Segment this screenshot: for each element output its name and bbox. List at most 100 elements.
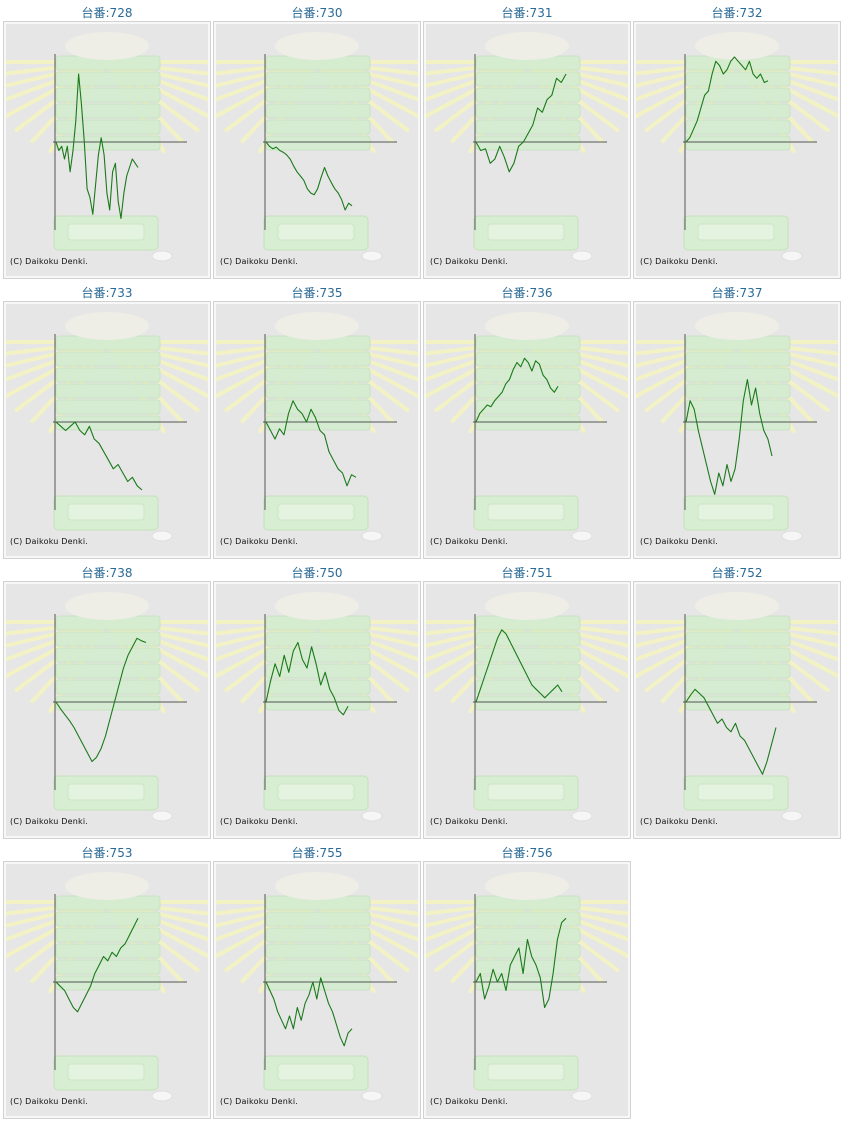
copyright-text: (C) Daikoku Denki. xyxy=(10,817,89,826)
series-line xyxy=(475,357,559,423)
series-line xyxy=(55,73,139,220)
chart-title: 台番:755 xyxy=(291,846,343,860)
copyright-text: (C) Daikoku Denki. xyxy=(430,257,509,266)
series-line xyxy=(475,73,567,173)
tray-stack-decoration xyxy=(53,32,173,262)
tray-stack-decoration xyxy=(53,592,173,822)
line-chart xyxy=(636,32,838,262)
line-chart xyxy=(6,872,208,1102)
copyright-text: (C) Daikoku Denki. xyxy=(640,537,719,546)
copyright-text: (C) Daikoku Denki. xyxy=(220,537,299,546)
copyright-text: (C) Daikoku Denki. xyxy=(430,537,509,546)
tray-stack-decoration xyxy=(53,312,173,542)
chart-cell: 台番:736 (C) Daikoku Denki. xyxy=(423,282,631,559)
chart-title: 台番:752 xyxy=(711,566,763,580)
series-line xyxy=(265,641,349,716)
chart-cell: 台番:750 (C) Daikoku Denki. xyxy=(213,562,421,839)
chart-title: 台番:731 xyxy=(501,6,553,20)
tray-stack-decoration xyxy=(263,32,383,262)
tray-stack-decoration xyxy=(53,872,173,1102)
chart-title: 台番:738 xyxy=(81,566,133,580)
series-line xyxy=(55,637,147,763)
copyright-text: (C) Daikoku Denki. xyxy=(430,817,509,826)
copyright-text: (C) Daikoku Denki. xyxy=(10,537,89,546)
series-line xyxy=(475,917,567,1009)
line-chart xyxy=(636,592,838,822)
chart-panel: (C) Daikoku Denki. xyxy=(213,301,421,559)
chart-panel: (C) Daikoku Denki. xyxy=(423,301,631,559)
line-chart xyxy=(216,32,418,262)
chart-title: 台番:737 xyxy=(711,286,763,300)
copyright-text: (C) Daikoku Denki. xyxy=(640,817,719,826)
chart-panel: (C) Daikoku Denki. xyxy=(423,581,631,839)
chart-cell: 台番:733 (C) Daikoku Denki. xyxy=(3,282,211,559)
chart-title: 台番:735 xyxy=(291,286,343,300)
chart-panel: (C) Daikoku Denki. xyxy=(213,581,421,839)
series-line xyxy=(55,918,139,1013)
tray-stack-decoration xyxy=(683,312,803,542)
tray-stack-decoration xyxy=(473,872,593,1102)
series-line xyxy=(265,977,353,1047)
line-chart xyxy=(426,312,628,542)
line-chart xyxy=(216,592,418,822)
line-chart xyxy=(6,312,208,542)
chart-title: 台番:751 xyxy=(501,566,553,580)
tray-stack-decoration xyxy=(683,592,803,822)
chart-title: 台番:730 xyxy=(291,6,343,20)
chart-panel: (C) Daikoku Denki. xyxy=(423,21,631,279)
chart-panel: (C) Daikoku Denki. xyxy=(633,581,841,839)
chart-panel: (C) Daikoku Denki. xyxy=(213,21,421,279)
copyright-text: (C) Daikoku Denki. xyxy=(10,257,89,266)
line-chart xyxy=(216,872,418,1102)
chart-panel: (C) Daikoku Denki. xyxy=(3,301,211,559)
line-chart xyxy=(6,592,208,822)
line-chart xyxy=(426,32,628,262)
chart-title: 台番:736 xyxy=(501,286,553,300)
chart-cell: 台番:756 (C) Daikoku Denki. xyxy=(423,842,631,1119)
tray-stack-decoration xyxy=(263,872,383,1102)
chart-cell: 台番:755 (C) Daikoku Denki. xyxy=(213,842,421,1119)
chart-cell: 台番:728 (C) Daikoku Denki. xyxy=(3,2,211,279)
tray-stack-decoration xyxy=(683,32,803,262)
line-chart xyxy=(636,312,838,542)
chart-panel: (C) Daikoku Denki. xyxy=(3,861,211,1119)
chart-cell: 台番:753 (C) Daikoku Denki. xyxy=(3,842,211,1119)
chart-cell: 台番:751 (C) Daikoku Denki. xyxy=(423,562,631,839)
tray-stack-decoration xyxy=(263,592,383,822)
chart-title: 台番:728 xyxy=(81,6,133,20)
series-line xyxy=(685,56,769,143)
line-chart xyxy=(216,312,418,542)
chart-cell: 台番:735 (C) Daikoku Denki. xyxy=(213,282,421,559)
chart-panel: (C) Daikoku Denki. xyxy=(213,861,421,1119)
tray-stack-decoration xyxy=(473,312,593,542)
series-line xyxy=(265,141,353,211)
chart-panel: (C) Daikoku Denki. xyxy=(633,301,841,559)
chart-cell: 台番:752 (C) Daikoku Denki. xyxy=(633,562,841,839)
line-chart xyxy=(426,592,628,822)
copyright-text: (C) Daikoku Denki. xyxy=(220,1097,299,1106)
chart-title: 台番:750 xyxy=(291,566,343,580)
series-line xyxy=(475,629,563,703)
copyright-text: (C) Daikoku Denki. xyxy=(220,817,299,826)
tray-stack-decoration xyxy=(473,32,593,262)
chart-title: 台番:753 xyxy=(81,846,133,860)
line-chart xyxy=(6,32,208,262)
series-line xyxy=(55,421,143,491)
chart-cell: 台番:738 (C) Daikoku Denki. xyxy=(3,562,211,839)
chart-panel: (C) Daikoku Denki. xyxy=(3,21,211,279)
copyright-text: (C) Daikoku Denki. xyxy=(430,1097,509,1106)
series-line xyxy=(265,400,357,487)
chart-title: 台番:733 xyxy=(81,286,133,300)
tray-stack-decoration xyxy=(473,592,593,822)
chart-panel: (C) Daikoku Denki. xyxy=(3,581,211,839)
tray-stack-decoration xyxy=(263,312,383,542)
line-chart xyxy=(426,872,628,1102)
series-line xyxy=(685,378,773,495)
copyright-text: (C) Daikoku Denki. xyxy=(10,1097,89,1106)
chart-cell: 台番:730 (C) Daikoku Denki. xyxy=(213,2,421,279)
chart-title: 台番:732 xyxy=(711,6,763,20)
series-line xyxy=(685,688,777,775)
chart-cell: 台番:732 (C) Daikoku Denki. xyxy=(633,2,841,279)
chart-title: 台番:756 xyxy=(501,846,553,860)
copyright-text: (C) Daikoku Denki. xyxy=(640,257,719,266)
